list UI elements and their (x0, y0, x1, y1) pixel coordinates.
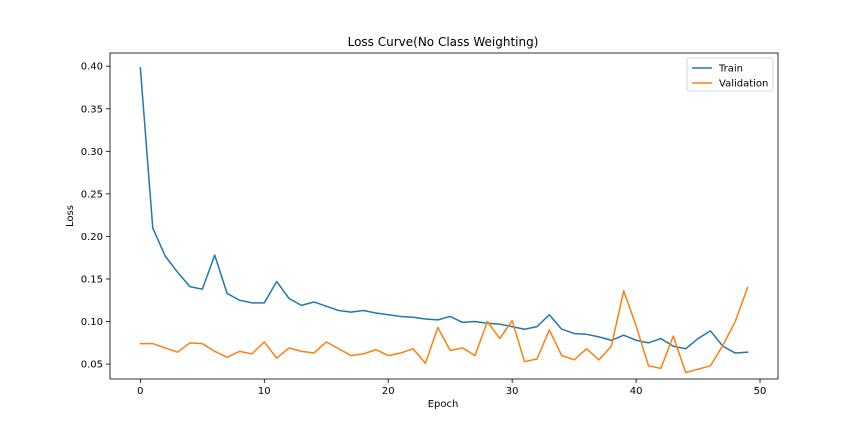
legend-label-validation: Validation (719, 79, 768, 90)
series-line-train (139, 67, 749, 354)
series-line-validation (139, 286, 749, 374)
y-tick-label: 0.20 (81, 232, 103, 243)
y-tick-label: 0.30 (81, 147, 103, 158)
y-tick-label: 0.10 (81, 317, 103, 328)
x-tick-label: 50 (754, 386, 767, 397)
y-tick-label: 0.40 (81, 62, 103, 73)
x-tick-label: 40 (630, 386, 643, 397)
plot-frame (109, 52, 779, 380)
y-tick-label: 0.35 (81, 104, 103, 115)
x-tick-label: 30 (506, 386, 519, 397)
y-tick-label: 0.05 (81, 360, 103, 371)
y-tick-label: 0.25 (81, 189, 103, 200)
x-tick-label: 10 (258, 386, 271, 397)
legend-label-train: Train (718, 64, 743, 75)
chart-title: Loss Curve(No Class Weighting) (348, 35, 539, 49)
x-tick-label: 20 (382, 386, 395, 397)
x-tick-label: 0 (137, 386, 143, 397)
y-axis-label: Loss (65, 205, 76, 227)
y-tick-label: 0.15 (81, 274, 103, 285)
legend: Train Validation (686, 57, 774, 92)
plot-area (139, 67, 749, 374)
x-axis-label: Epoch (428, 399, 459, 410)
